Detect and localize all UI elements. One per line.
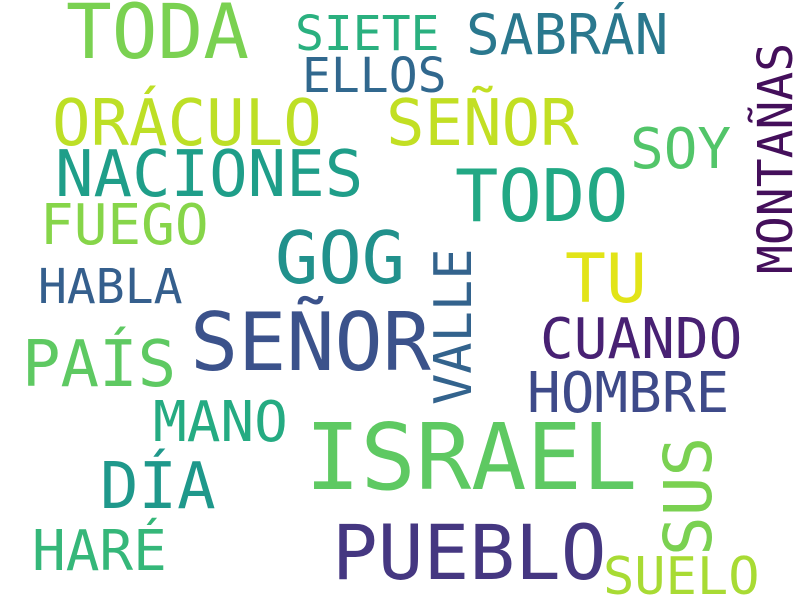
word-senor-small: SEÑOR (386, 87, 579, 161)
word-oraculo: ORÁCULO (52, 87, 322, 161)
word-sabran: SABRÁN (466, 3, 669, 68)
word-montanas-vertical: MONTAÑAS (748, 42, 800, 274)
word-siete: SIETE (295, 6, 440, 62)
word-habla: HABLA (38, 259, 183, 315)
word-pais: PAÍS (22, 328, 177, 402)
word-sus-vertical: SUS (650, 436, 727, 556)
word-dia: DÍA (100, 450, 216, 524)
word-toda: TODA (66, 0, 250, 76)
word-senor-large: SEÑOR (190, 296, 431, 389)
word-gog: GOG (275, 216, 406, 300)
word-tu: TU (565, 240, 647, 319)
word-soy: SOY (630, 117, 732, 182)
word-cuando: CUANDO (540, 307, 743, 372)
word-naciones: NACIONES (55, 138, 364, 212)
word-pueblo: PUEBLO (332, 508, 607, 597)
word-ellos: ELLOS (302, 48, 447, 104)
word-valle-vertical: VALLE (424, 248, 484, 405)
word-hombre: HOMBRE (527, 361, 730, 426)
word-mano: MANO (153, 390, 288, 455)
word-todo: TODO (455, 154, 629, 238)
word-suelo: SUELO (603, 547, 760, 600)
word-hare: HARÉ (32, 519, 167, 584)
word-israel: ISRAEL (305, 404, 638, 511)
word-fuego: FUEGO (40, 193, 209, 258)
